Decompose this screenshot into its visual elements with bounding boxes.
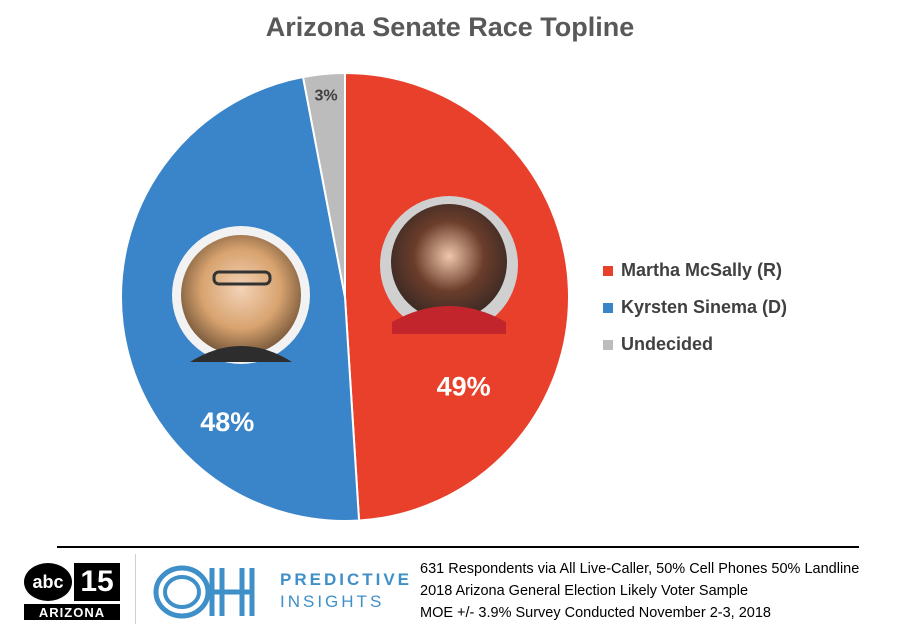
sinema-photo bbox=[172, 226, 310, 364]
abc15-logo: abc 15 ARIZONA bbox=[24, 563, 120, 621]
mcsally-photo bbox=[380, 196, 518, 334]
legend-label: Undecided bbox=[621, 334, 714, 354]
legend-swatch bbox=[603, 302, 613, 313]
survey-note: 2018 Arizona General Election Likely Vot… bbox=[420, 583, 749, 599]
legend-item-mcsally: Martha McSally (R) bbox=[603, 252, 787, 289]
chart-title: Arizona Senate Race Topline bbox=[265, 12, 635, 42]
pie-slice-undecided bbox=[301, 71, 346, 298]
data-label-kyrsten: 48% bbox=[200, 407, 254, 437]
abc-logo-text: abc bbox=[24, 563, 72, 601]
legend-item-undecided: Undecided bbox=[603, 326, 787, 363]
channel-number: 15 bbox=[74, 563, 120, 601]
survey-note: 631 Respondents via All Live-Caller, 50%… bbox=[420, 561, 860, 577]
pie-chart: 49% 48% 3% bbox=[120, 71, 570, 522]
region-label: ARIZONA bbox=[24, 604, 120, 620]
legend-swatch bbox=[603, 339, 613, 350]
logo-separator bbox=[135, 554, 136, 624]
legend-label: Kyrsten Sinema (D) bbox=[621, 297, 788, 317]
data-label-martha: 49% bbox=[437, 371, 491, 401]
oh-logo-icon bbox=[153, 565, 255, 619]
survey-notes: 631 Respondents via All Live-Caller, 50%… bbox=[420, 558, 859, 624]
brand-name: PREDICTIVE bbox=[280, 570, 413, 589]
legend-item-sinema: Kyrsten Sinema (D) bbox=[603, 289, 787, 326]
legend-label: Martha McSally (R) bbox=[621, 260, 783, 280]
legend: Martha McSally (R) Kyrsten Sinema (D) Un… bbox=[603, 252, 787, 363]
data-label-undecided: 3% bbox=[314, 88, 337, 105]
brand-sub: INSIGHTS bbox=[280, 592, 385, 611]
legend-swatch bbox=[603, 265, 613, 276]
footer-divider bbox=[57, 546, 859, 548]
survey-note: MOE +/- 3.9% Survey Conducted November 2… bbox=[420, 605, 771, 621]
